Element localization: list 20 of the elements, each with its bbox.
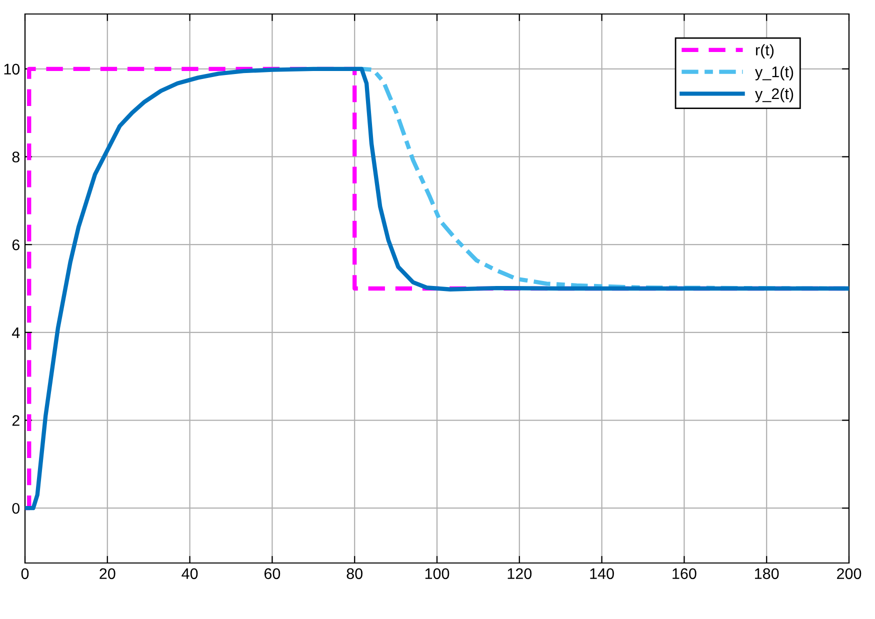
y-tick-label: 4 — [12, 327, 20, 338]
x-tick-label: 180 — [755, 568, 779, 580]
x-tick-label: 0 — [21, 568, 29, 580]
x-tick-label: 20 — [100, 568, 116, 580]
y-tick-label: 6 — [12, 239, 20, 250]
x-tick-label: 160 — [672, 568, 696, 580]
legend-label: y_1(t) — [755, 66, 794, 80]
y-tick-label: 8 — [12, 152, 20, 162]
y-tick-label: 2 — [12, 415, 20, 426]
x-tick-label: 60 — [264, 568, 280, 580]
legend-label: r(t) — [756, 44, 774, 58]
x-tick-label: 140 — [590, 568, 614, 580]
legend-label: y_2(t) — [755, 88, 794, 102]
x-tick-label: 80 — [346, 568, 362, 580]
x-tick-label: 200 — [837, 568, 862, 580]
x-tick-label: 120 — [508, 568, 532, 580]
y-tick-label: 0 — [12, 502, 20, 514]
y-tick-label: 10 — [4, 64, 20, 75]
x-tick-label: 100 — [425, 568, 450, 580]
x-tick-label: 40 — [182, 568, 198, 580]
